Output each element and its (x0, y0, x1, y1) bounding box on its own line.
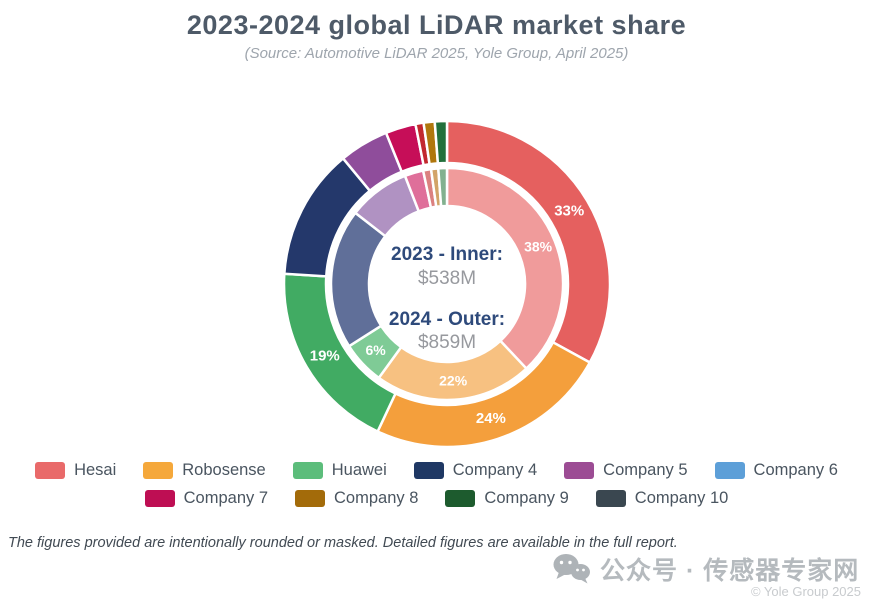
footer-disclaimer: The figures provided are intentionally r… (8, 535, 678, 551)
legend-item-company-6: Company 6 (714, 461, 838, 480)
legend-swatch-icon (413, 462, 444, 479)
legend-item-company-7: Company 7 (144, 489, 269, 508)
pct-label-2023-hesai: 38% (524, 239, 553, 255)
legend-label: Company 6 (753, 461, 838, 479)
legend-label: Company 4 (452, 461, 538, 479)
legend-swatch-icon (564, 462, 595, 479)
legend-row-2: Company 7 Company 8 Company 9 Company 10 (144, 489, 729, 508)
legend-swatch-icon (292, 462, 323, 479)
legend-label: Robosense (182, 461, 266, 479)
legend-label: Company 5 (603, 461, 688, 479)
inner-ring-total: $538M (417, 267, 477, 289)
slice-2023-hesai (445, 166, 565, 370)
slice-2024-company-10 (433, 119, 449, 165)
pct-label-2023-huawei: 6% (365, 342, 386, 358)
donut-chart: 33% 24% 19% 38% 22% 6% (282, 119, 612, 449)
pct-label-2024-huawei: 19% (310, 347, 340, 364)
wechat-icon (553, 554, 590, 584)
pct-label-2024-robosense: 24% (476, 410, 506, 427)
legend-item-robosense: Robosense (143, 461, 266, 480)
legend-item-huawei: Huawei (292, 461, 387, 480)
page-title: 2023-2024 global LiDAR market share (186, 10, 687, 40)
watermark: 公众号 · 传感器专家网 (552, 551, 859, 587)
pct-label-2024-hesai: 33% (554, 203, 584, 220)
outer-ring-title: 2024 - Outer: (388, 308, 506, 330)
legend-label: Company 9 (484, 489, 569, 507)
legend-swatch-icon (714, 462, 745, 479)
legend-label: Company 8 (334, 489, 419, 507)
legend-item-hesai: Hesai (35, 461, 116, 480)
donut-center-text: 2023 - Inner: $538M 2024 - Outer: $859M (337, 243, 557, 355)
legend-swatch-icon (143, 462, 174, 479)
legend-item-company-5: Company 5 (564, 461, 688, 480)
slice-2023-company-10 (437, 166, 449, 208)
legend-label: Company 7 (183, 489, 269, 507)
legend-swatch-icon (144, 490, 175, 507)
chart-subtitle-source: (Source: Automotive LiDAR 2025, Yole Gro… (244, 45, 629, 62)
outer-ring-total: $859M (417, 332, 477, 354)
legend-item-company-10: Company 10 (595, 489, 729, 508)
legend-row-1: Hesai Robosense Huawei Company 4 Company 5 Co… (35, 461, 838, 480)
copyright-notice: © Yole Group 2025 (750, 584, 861, 599)
pct-label-2023-robosense: 22% (439, 373, 468, 389)
legend-swatch-icon (35, 462, 66, 479)
legend-label: Company 10 (634, 489, 729, 507)
legend-swatch-icon (295, 490, 326, 507)
legend-label: Huawei (331, 461, 387, 479)
legend-item-company-9: Company 9 (445, 489, 569, 508)
watermark-label: 公众号 · 传感器专家网 (600, 557, 860, 585)
legend-item-company-4: Company 4 (413, 461, 538, 480)
legend-swatch-icon (595, 490, 626, 507)
legend-swatch-icon (445, 490, 476, 507)
legend-label: Hesai (74, 461, 117, 479)
legend-item-company-8: Company 8 (295, 489, 418, 508)
inner-ring-title: 2023 - Inner: (391, 244, 503, 265)
chart-legend: Hesai Robosense Huawei Company 4 Company 5 Co… (0, 461, 873, 508)
